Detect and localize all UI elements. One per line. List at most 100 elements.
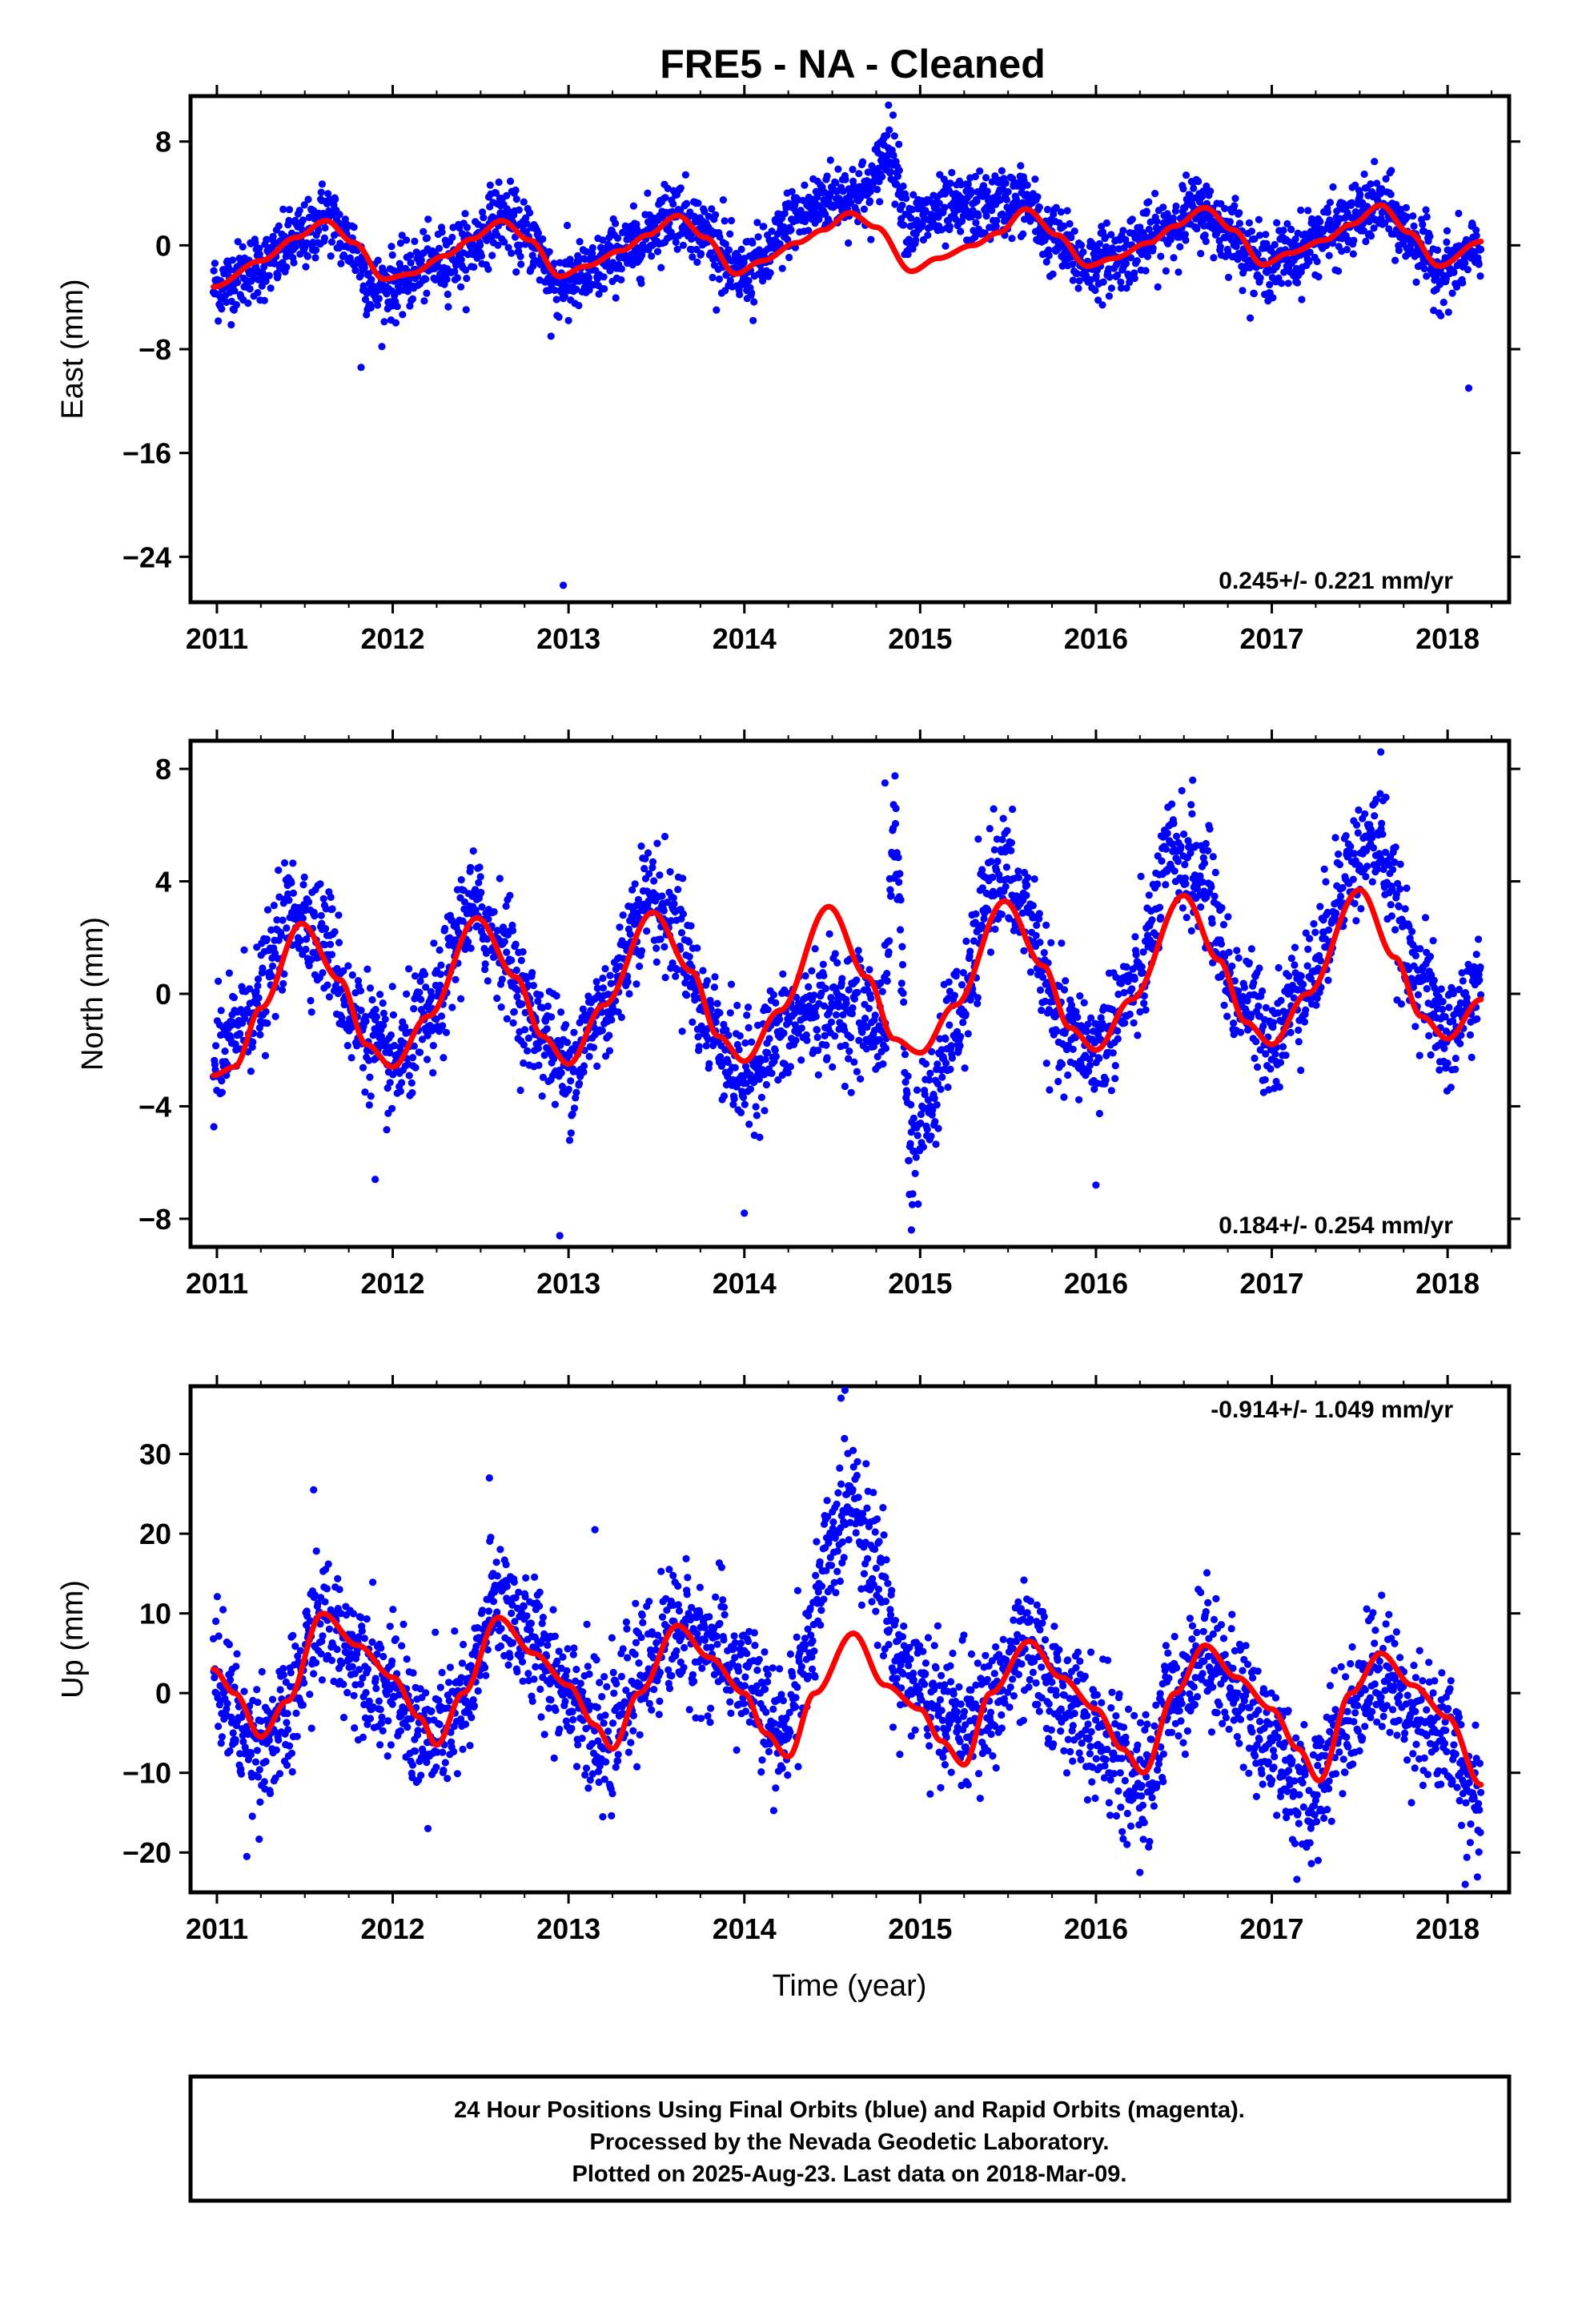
east-data-point [403, 236, 411, 244]
north-data-point [448, 1003, 456, 1011]
east-data-point [545, 247, 553, 255]
east-x-tick-label: 2018 [1415, 622, 1480, 655]
north-data-point [841, 1082, 849, 1091]
north-data-point [327, 893, 335, 901]
north-data-point [847, 1088, 855, 1096]
north-data-point [240, 946, 248, 954]
east-data-point [1162, 267, 1170, 275]
north-data-point [605, 1047, 614, 1055]
north-data-point [953, 967, 961, 975]
north-data-point [831, 1032, 839, 1040]
north-data-point [347, 1054, 355, 1062]
north-data-point [1020, 947, 1028, 955]
east-data-point [484, 265, 492, 273]
north-data-point [986, 948, 995, 956]
north-data-point [944, 1084, 952, 1092]
east-data-point [1231, 202, 1239, 210]
north-data-point [1163, 829, 1171, 838]
north-data-point [857, 1075, 865, 1083]
north-data-point [1291, 943, 1299, 951]
east-data-point [522, 214, 530, 222]
north-data-point [748, 1038, 756, 1046]
east-data-point [1008, 235, 1016, 243]
east-data-point [648, 252, 656, 260]
north-data-point [1259, 987, 1267, 995]
north-data-point [1122, 963, 1130, 971]
north-data-point [1202, 839, 1210, 848]
east-data-point [679, 228, 687, 236]
north-data-point [508, 956, 516, 964]
east-data-point [488, 251, 496, 259]
east-data-point [435, 244, 444, 252]
north-data-point [467, 944, 475, 952]
east-data-point [712, 211, 720, 219]
east-y-tick-label: 8 [155, 126, 171, 159]
north-data-point [275, 866, 283, 875]
east-data-point [1455, 209, 1463, 218]
east-data-point [351, 266, 359, 275]
north-data-point [1002, 863, 1010, 871]
north-data-point [1217, 940, 1226, 948]
north-data-point [387, 1031, 395, 1039]
north-data-point [768, 1069, 776, 1077]
north-data-point [217, 1007, 225, 1015]
north-data-point [510, 1007, 518, 1016]
north-data-point [964, 1030, 972, 1038]
north-data-point [901, 1051, 909, 1059]
north-data-point [467, 863, 475, 871]
north-data-point [761, 1107, 769, 1115]
north-data-point [677, 929, 686, 937]
east-data-point [350, 223, 358, 231]
north-data-point [261, 1051, 270, 1059]
east-data-point [889, 111, 897, 119]
north-data-point [974, 994, 982, 1002]
north-data-point [942, 1035, 950, 1043]
east-data-point [1157, 252, 1165, 260]
north-data-point [212, 1042, 220, 1050]
north-data-point [999, 814, 1007, 822]
east-data-point [1269, 294, 1277, 302]
north-data-point [897, 896, 905, 904]
north-data-point [1269, 1019, 1278, 1027]
east-data-point [1316, 218, 1324, 226]
north-data-point [813, 1026, 821, 1034]
east-data-point [1069, 276, 1077, 284]
north-data-point [376, 991, 384, 999]
north-data-point [518, 1000, 526, 1008]
north-data-point [847, 1034, 855, 1042]
north-data-point [702, 1042, 710, 1050]
north-data-point [727, 980, 736, 988]
east-data-point [1045, 251, 1053, 259]
north-data-point [1102, 1076, 1110, 1084]
north-data-point [601, 965, 609, 973]
north-data-point [685, 953, 693, 961]
north-data-point [316, 880, 324, 888]
east-data-point [900, 221, 908, 229]
north-data-point [632, 980, 640, 988]
north-data-point [1074, 1013, 1082, 1021]
east-data-point [697, 250, 705, 258]
north-data-point [1225, 948, 1233, 956]
north-data-point [1180, 830, 1188, 838]
east-data-point [726, 230, 734, 238]
north-data-point [503, 948, 511, 956]
north-data-point [823, 1054, 831, 1062]
north-data-point [1255, 964, 1263, 972]
east-data-point [1419, 220, 1427, 228]
east-data-point [300, 201, 308, 209]
north-data-point [1128, 985, 1136, 993]
north-data-point [653, 839, 661, 847]
east-data-point [957, 227, 965, 235]
north-data-point [1279, 1043, 1287, 1051]
east-data-point [1420, 264, 1428, 273]
north-data-point [383, 1126, 391, 1134]
north-data-point [551, 1100, 560, 1108]
east-data-point [462, 266, 470, 274]
north-data-point [1170, 867, 1178, 875]
north-data-point [772, 999, 780, 1007]
north-data-point [534, 1044, 543, 1052]
north-data-point [476, 863, 484, 871]
north-data-point [833, 959, 841, 967]
north-data-point [617, 1013, 626, 1021]
east-data-point [617, 275, 625, 283]
